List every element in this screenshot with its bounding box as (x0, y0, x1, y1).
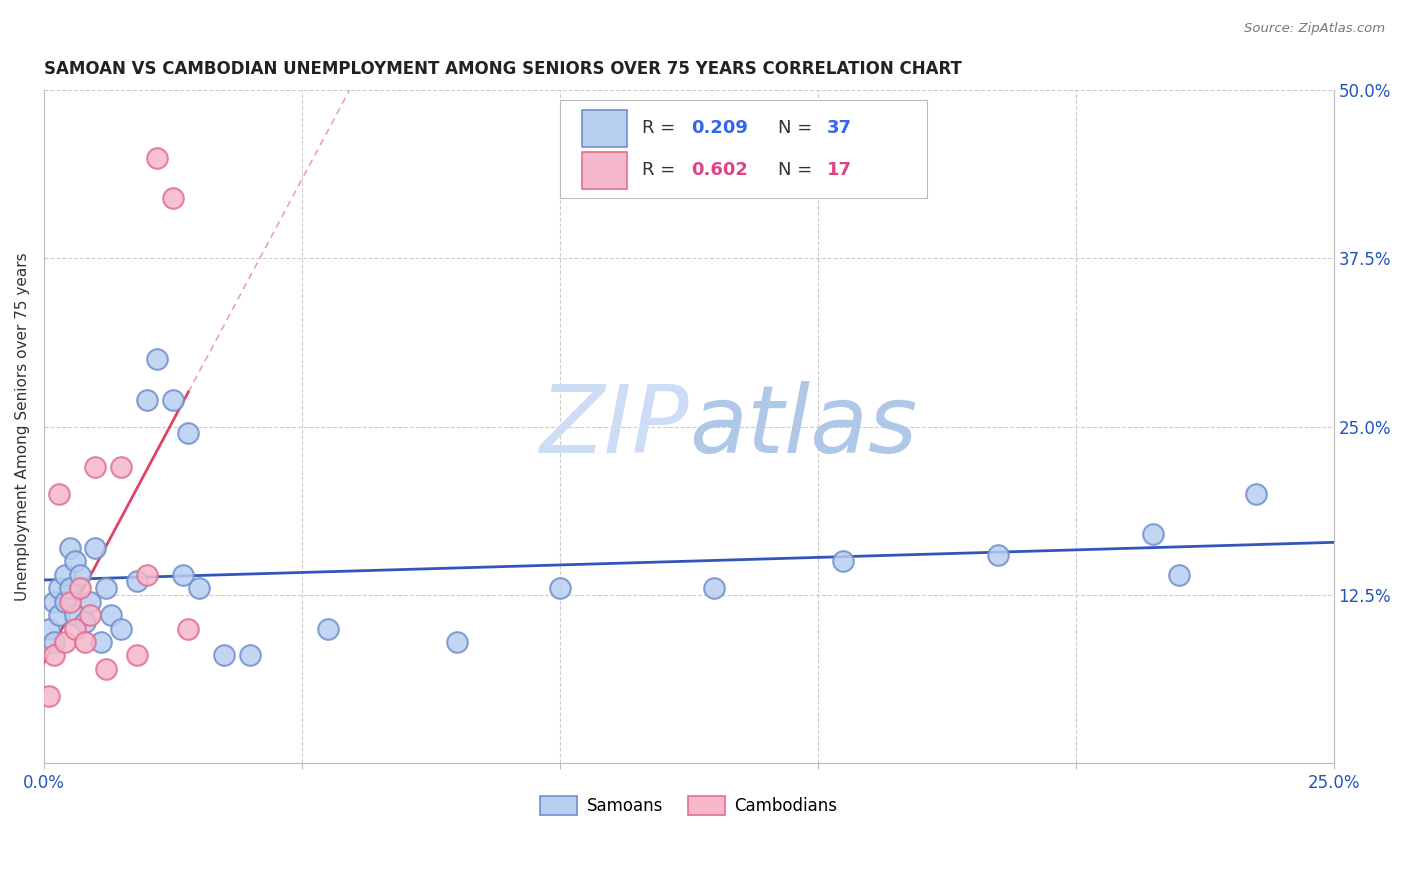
Text: Source: ZipAtlas.com: Source: ZipAtlas.com (1244, 22, 1385, 36)
Point (69, 567, 91, 582)
Point (75, 615, 97, 629)
Point (48, 581, 70, 595)
Point (703, 581, 725, 595)
Point (239, 648, 262, 663)
Text: atlas: atlas (689, 381, 917, 472)
Point (1167, 567, 1189, 582)
Point (53, 635, 76, 649)
Text: N =: N = (778, 161, 818, 179)
Point (79, 594, 101, 608)
Point (136, 392, 159, 407)
Point (38, 689, 60, 703)
Point (63, 608, 86, 623)
Point (79, 608, 101, 623)
Point (548, 581, 571, 595)
Legend: Samoans, Cambodians: Samoans, Cambodians (533, 789, 844, 822)
Text: 37: 37 (827, 120, 852, 137)
Point (316, 622, 339, 636)
Text: 0.602: 0.602 (692, 161, 748, 179)
Point (125, 648, 148, 663)
Point (44, 635, 66, 649)
Point (44, 648, 66, 663)
Text: ZIP: ZIP (538, 381, 689, 472)
Point (987, 548, 1010, 562)
Point (214, 648, 236, 663)
Point (84, 541, 107, 555)
Point (146, 352, 169, 367)
Point (187, 581, 209, 595)
Point (44, 594, 66, 608)
Point (38, 622, 60, 636)
Point (94, 662, 117, 676)
Text: N =: N = (778, 120, 818, 137)
Point (136, 567, 159, 582)
Point (53, 594, 76, 608)
Point (110, 460, 132, 475)
Point (1142, 527, 1164, 541)
Point (48, 608, 70, 623)
Point (63, 554, 86, 568)
Point (1244, 487, 1267, 501)
Y-axis label: Unemployment Among Seniors over 75 years: Unemployment Among Seniors over 75 years (15, 252, 30, 601)
Point (172, 567, 194, 582)
Text: 0.209: 0.209 (692, 120, 748, 137)
FancyBboxPatch shape (560, 101, 928, 198)
Point (59, 581, 82, 595)
FancyBboxPatch shape (582, 110, 627, 147)
Point (94, 581, 117, 595)
Point (110, 622, 132, 636)
Point (63, 622, 86, 636)
Point (48, 487, 70, 501)
Point (69, 581, 91, 595)
Point (162, 392, 184, 407)
Point (832, 554, 855, 568)
Point (75, 635, 97, 649)
Point (84, 460, 107, 475)
Point (59, 594, 82, 608)
Point (125, 574, 148, 589)
Point (146, 151, 169, 165)
Text: 17: 17 (827, 161, 852, 179)
FancyBboxPatch shape (582, 152, 627, 188)
Point (177, 426, 200, 441)
Point (53, 567, 76, 582)
Text: R =: R = (643, 161, 682, 179)
Point (90, 635, 112, 649)
Point (59, 541, 82, 555)
Text: SAMOAN VS CAMBODIAN UNEMPLOYMENT AMONG SENIORS OVER 75 YEARS CORRELATION CHART: SAMOAN VS CAMBODIAN UNEMPLOYMENT AMONG S… (44, 60, 962, 78)
Point (162, 191, 184, 205)
Text: R =: R = (643, 120, 682, 137)
Point (100, 608, 122, 623)
Point (446, 635, 468, 649)
Point (177, 622, 200, 636)
